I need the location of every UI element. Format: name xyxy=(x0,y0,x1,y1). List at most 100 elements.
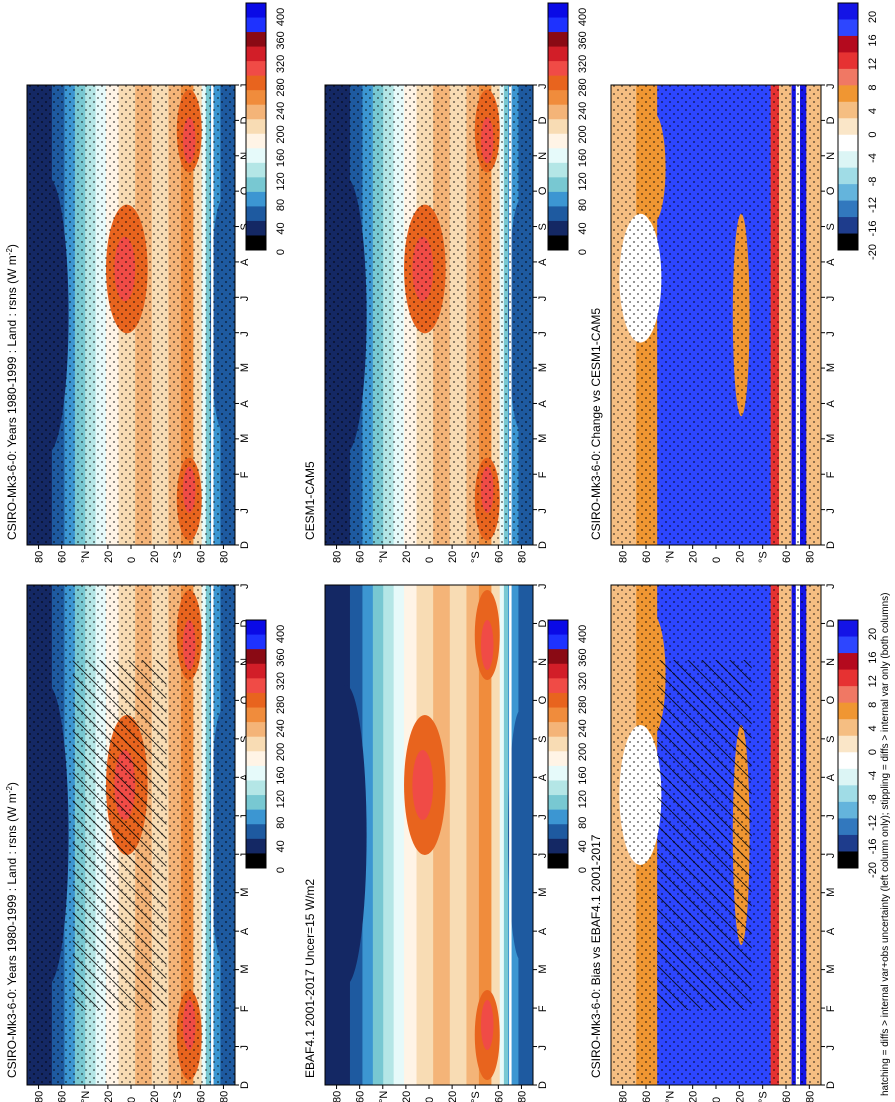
lat-tick-label: °S xyxy=(470,551,482,563)
month-tick-label: A xyxy=(537,773,549,781)
colorbar-swatch xyxy=(838,669,858,687)
colorbar-tick-label: 200 xyxy=(275,743,287,761)
colorbar-tick-label: 200 xyxy=(577,743,589,761)
colorbar-tick-label: 200 xyxy=(577,125,589,143)
colorbar-swatch xyxy=(548,220,568,236)
colorbar-tick-label: 200 xyxy=(275,125,287,143)
colorbar-tick-label: 40 xyxy=(275,222,287,234)
month-tick-label: J xyxy=(239,1045,251,1051)
month-tick-label: N xyxy=(537,658,549,666)
colorbar-swatch xyxy=(548,104,568,120)
month-tick-label: A xyxy=(239,258,251,266)
colorbar-swatch xyxy=(246,663,266,679)
panel-right-middle: 80 60 °N 20 0 20 °S 60 80DJFMAMJJASONDJCESM1-CAM… xyxy=(303,2,589,563)
colorbar-swatch xyxy=(838,151,858,169)
colorbar-swatch xyxy=(548,765,568,781)
colorbar-tick-label: 80 xyxy=(275,199,287,211)
month-tick-label: J xyxy=(825,331,837,337)
month-tick-label: J xyxy=(825,814,837,820)
colorbar-swatch xyxy=(548,736,568,752)
colorbar-tick-label: 360 xyxy=(577,31,589,49)
hatching-overlay xyxy=(72,660,167,1010)
colorbar-tick-label: -4 xyxy=(867,153,879,163)
colorbar-swatch xyxy=(548,90,568,106)
month-tick-label: M xyxy=(239,888,251,897)
month-tick-label: A xyxy=(825,773,837,781)
lat-tick-label: 60 xyxy=(195,1091,207,1102)
colorbar-swatch xyxy=(838,768,858,786)
month-tick-label: J xyxy=(537,84,549,90)
lat-tick-label: 60 xyxy=(641,1091,653,1102)
colorbar-swatch xyxy=(246,707,266,723)
figure-caption: hatching = diffs > internal var+obs unce… xyxy=(880,592,891,1096)
colorbar-tick-label: 40 xyxy=(577,840,589,852)
colorbar-swatch xyxy=(548,61,568,77)
lat-tick-label: 80 xyxy=(804,551,816,563)
lat-tick-label: 80 xyxy=(34,551,46,563)
month-tick-label: N xyxy=(239,658,251,666)
colorbar-swatch xyxy=(838,851,858,869)
colorbar-tick-label: 360 xyxy=(275,648,287,666)
month-tick-label: D xyxy=(537,619,549,627)
month-tick-label: M xyxy=(825,888,837,897)
colorbar-swatch xyxy=(246,751,266,767)
colorbar-tick-label: 280 xyxy=(577,78,589,96)
colorbar-tick-label: 12 xyxy=(867,675,879,687)
month-tick-label: D xyxy=(825,116,837,124)
month-tick-label: S xyxy=(537,223,549,230)
month-tick-label: A xyxy=(239,399,251,407)
colorbar-swatch xyxy=(548,838,568,854)
colorbar-swatch xyxy=(246,235,266,251)
lat-tick-label: 80 xyxy=(804,1091,816,1102)
panel-title: CSIRO-Mk3-6-0: Years 1980-1999 : Land : … xyxy=(5,244,20,540)
lat-tick-label: 80 xyxy=(332,551,344,563)
colorbar-swatch xyxy=(548,649,568,665)
colorbar-swatch xyxy=(548,678,568,694)
lat-tick-label: °N xyxy=(378,551,390,563)
colorbar-tick-label: 8 xyxy=(867,84,879,90)
colorbar-tick-label: 320 xyxy=(275,672,287,690)
hatching-overlay xyxy=(657,660,752,1010)
colorbar-tick-label: 120 xyxy=(275,790,287,808)
month-tick-label: M xyxy=(825,434,837,443)
colorbar-swatch xyxy=(246,853,266,869)
stippling-overlay xyxy=(325,85,533,545)
colorbar-swatch xyxy=(838,686,858,704)
panel-left-bottom: 80 60 °N 20 0 20 °S 60 80DJFMAMJJASONDJCSIRO-Mk3… xyxy=(589,584,879,1102)
colorbar-swatch xyxy=(548,751,568,767)
colorbar-swatch xyxy=(548,191,568,207)
colorbar-swatch xyxy=(246,148,266,164)
colorbar-tick-label: 120 xyxy=(577,790,589,808)
colorbar-swatch xyxy=(548,17,568,33)
month-tick-label: O xyxy=(537,695,549,704)
month-tick-label: D xyxy=(239,1081,251,1089)
lat-tick-label: 0 xyxy=(424,1097,436,1102)
month-tick-label: D xyxy=(537,1081,549,1089)
month-tick-label: J xyxy=(537,296,549,302)
colorbar-swatch xyxy=(548,133,568,149)
colorbar-tick-label: 240 xyxy=(577,102,589,120)
colorbar-tick-label: 80 xyxy=(275,817,287,829)
colorbar-tick-label: 240 xyxy=(275,719,287,737)
colorbar-tick-label: 360 xyxy=(275,31,287,49)
colorbar-swatch xyxy=(548,119,568,135)
month-tick-label: M xyxy=(825,964,837,973)
month-tick-label: D xyxy=(825,541,837,549)
colorbar-tick-label: 120 xyxy=(275,172,287,190)
colorbar-swatch xyxy=(548,824,568,840)
colorbar-swatch xyxy=(838,785,858,803)
month-tick-label: D xyxy=(825,1081,837,1089)
month-tick-label: A xyxy=(239,927,251,935)
colorbar-tick-label: -20 xyxy=(867,244,879,260)
colorbar-tick-label: 160 xyxy=(275,766,287,784)
month-tick-label: O xyxy=(537,186,549,195)
colorbar-swatch xyxy=(548,634,568,650)
panel-title: EBAF4.1 2001-2017 Uncer=15 W/m2 xyxy=(303,879,317,1078)
lat-tick-label: 80 xyxy=(516,1091,528,1102)
lat-tick-label: °S xyxy=(758,551,770,563)
colorbar-swatch xyxy=(548,780,568,796)
colorbar-swatch xyxy=(246,3,266,19)
colorbar-tick-label: 0 xyxy=(577,867,589,873)
colorbar-swatch xyxy=(246,692,266,709)
